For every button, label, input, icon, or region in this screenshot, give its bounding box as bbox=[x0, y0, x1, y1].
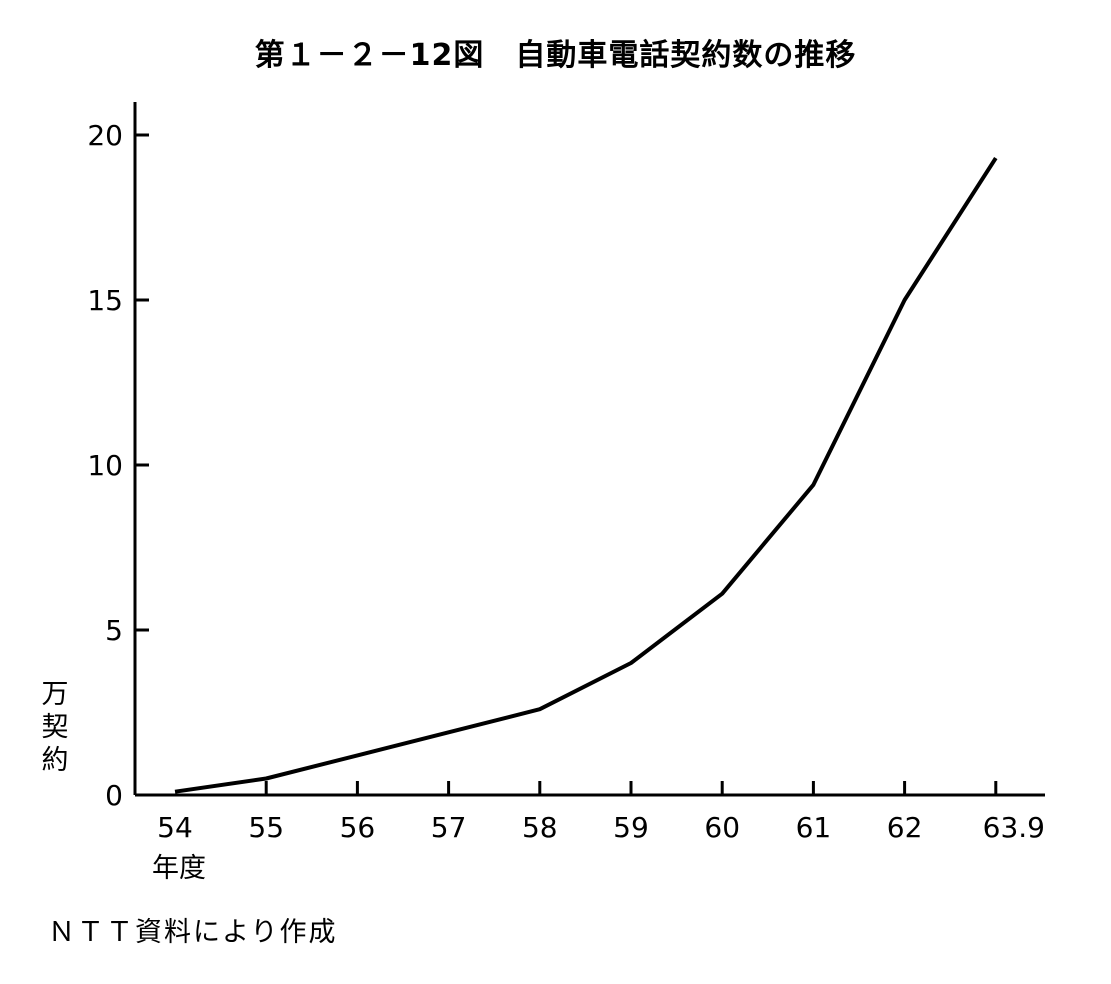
x-tick-label: 63.9 bbox=[983, 811, 1045, 844]
y-unit-char: 万 bbox=[41, 679, 69, 710]
x-tick-label: 55 bbox=[248, 811, 284, 844]
x-ticks: 54 55 56 57 58 59 60 61 62 63.9 bbox=[157, 781, 1045, 844]
x-tick-label: 59 bbox=[613, 811, 649, 844]
series-line bbox=[174, 157, 998, 794]
x-tick-label: 62 bbox=[887, 811, 923, 844]
x-tick-label: 60 bbox=[704, 811, 740, 844]
y-tick-label: 20 bbox=[87, 119, 123, 152]
y-unit-char: 約 bbox=[41, 745, 69, 776]
x-tick-label: 54 bbox=[157, 811, 193, 844]
x-tick-label: 56 bbox=[340, 811, 376, 844]
x-axis-label: 年度 bbox=[152, 853, 206, 884]
x-tick-label: 57 bbox=[431, 811, 467, 844]
x-tick-label: 61 bbox=[796, 811, 832, 844]
y-tick-label: 0 bbox=[105, 779, 123, 812]
y-tick-label: 15 bbox=[87, 284, 123, 317]
y-tick-label: 10 bbox=[87, 449, 123, 482]
y-unit-char: 契 bbox=[41, 712, 69, 743]
y-tick-label: 5 bbox=[105, 614, 123, 647]
chart-title: 第１－２－12図 自動車電話契約数の推移 bbox=[254, 38, 857, 73]
y-axis-label: 万 契 約 bbox=[40, 678, 70, 777]
source-note: ＮＴＴ資料により作成 bbox=[48, 917, 338, 948]
y-ticks: 0 5 10 15 20 bbox=[87, 119, 149, 812]
x-tick-label: 58 bbox=[522, 811, 558, 844]
